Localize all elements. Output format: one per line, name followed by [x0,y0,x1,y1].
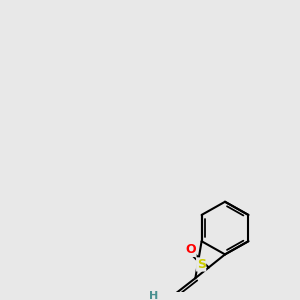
Text: H: H [149,291,158,300]
Text: O: O [185,243,196,256]
Text: S: S [197,258,206,271]
